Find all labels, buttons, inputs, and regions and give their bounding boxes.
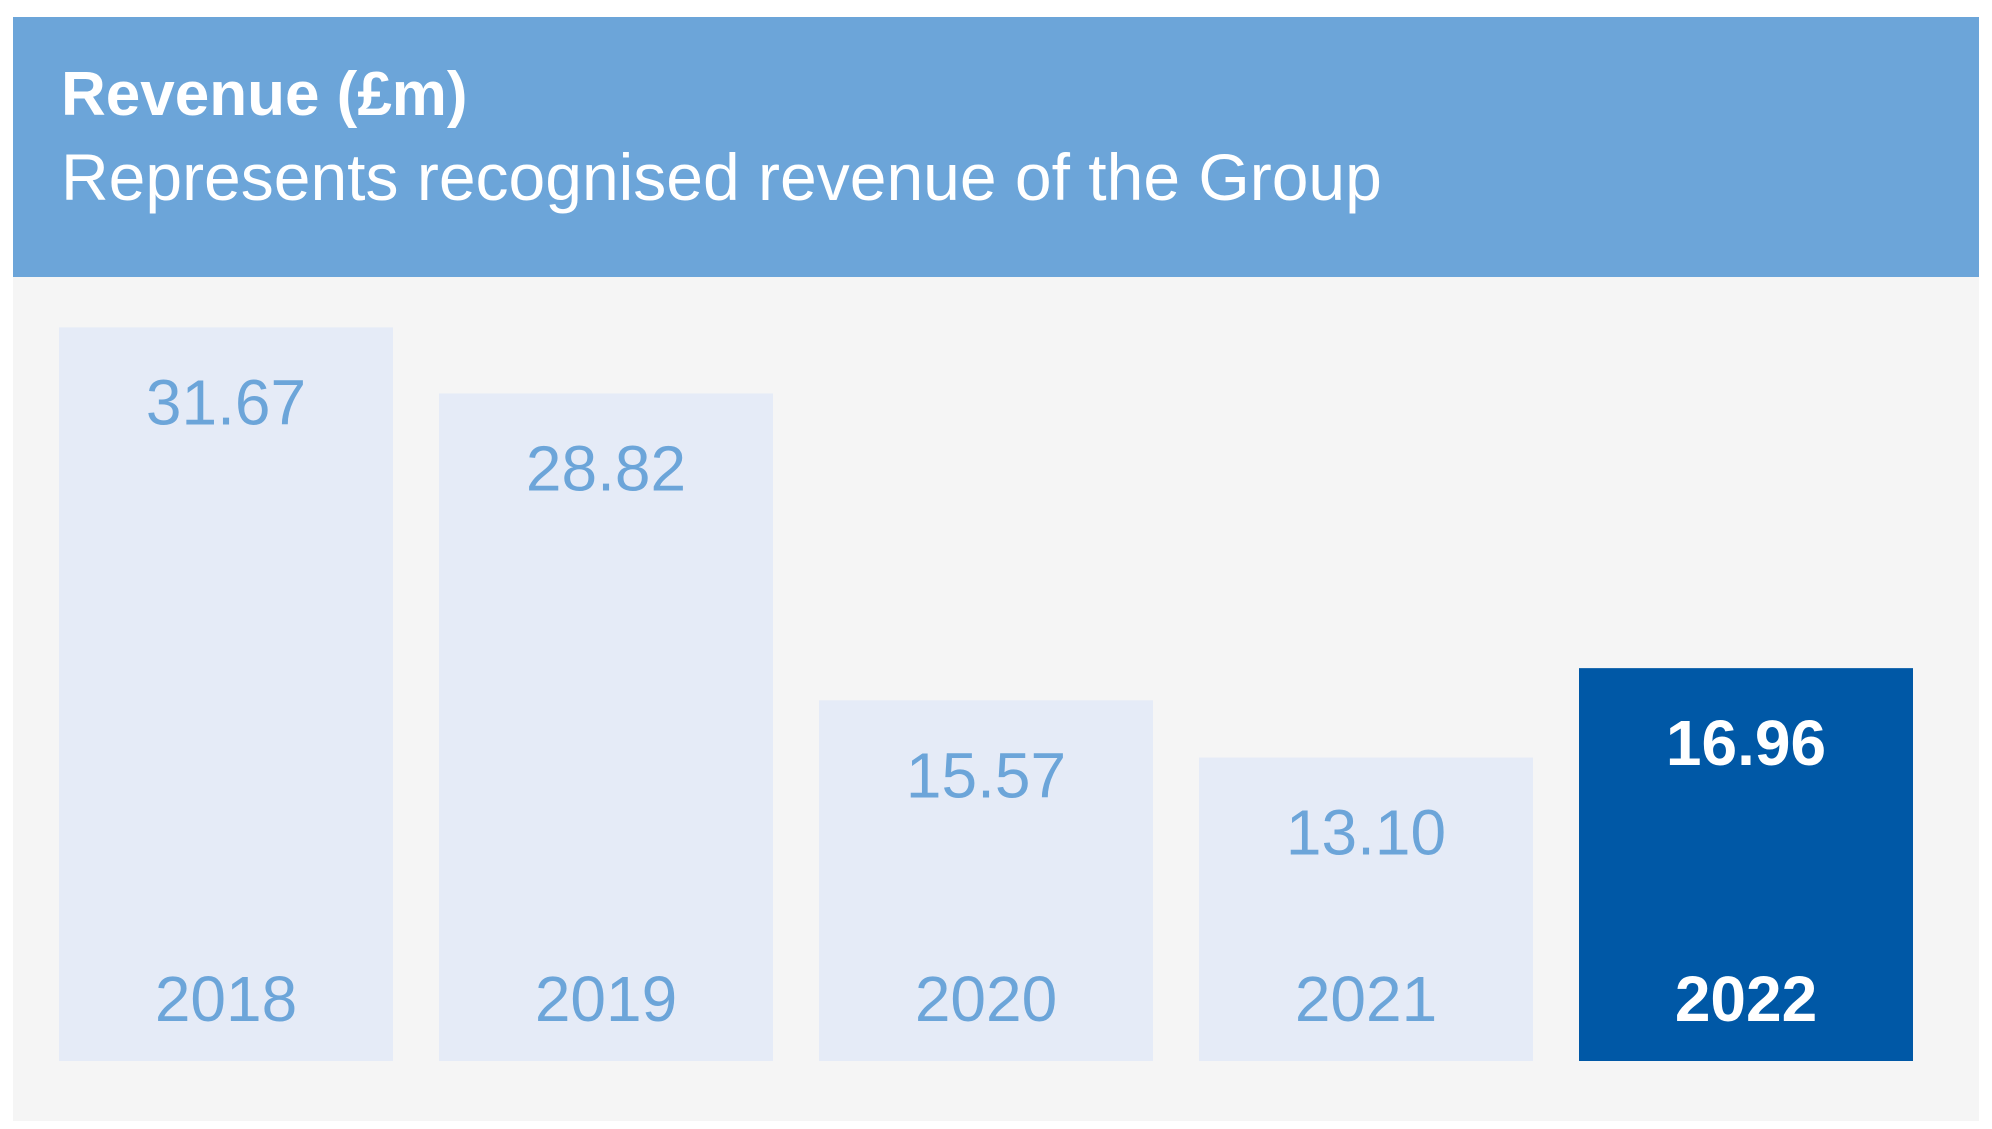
bar-value-label-2018: 31.67	[146, 366, 306, 438]
bar-category-label-2021: 2021	[1295, 963, 1437, 1035]
bar-value-label-2020: 15.57	[906, 739, 1066, 811]
bar-2018	[59, 327, 393, 1061]
bar-value-label-2021: 13.10	[1286, 797, 1446, 869]
chart-header: Revenue (£m) Represents recognised reven…	[13, 17, 1979, 277]
bar-group-2022: 16.96 2022	[1579, 668, 1913, 1061]
bar-group-2021: 13.10 2021	[1199, 757, 1533, 1061]
bar-value-label-2022: 16.96	[1666, 707, 1826, 779]
bar-category-label-2022: 2022	[1675, 963, 1817, 1035]
bar-group-2019: 28.82 2019	[439, 393, 773, 1062]
bar-2021	[1199, 757, 1533, 1061]
bar-group-2018: 31.67 2018	[59, 327, 393, 1061]
bar-2022	[1579, 668, 1913, 1061]
chart-subtitle: Represents recognised revenue of the Gro…	[61, 140, 1382, 214]
bar-category-label-2019: 2019	[535, 963, 677, 1035]
bar-group-2020: 15.57 2020	[819, 700, 1153, 1061]
bar-category-label-2020: 2020	[915, 963, 1057, 1035]
bar-2019	[439, 393, 773, 1062]
bar-value-label-2019: 28.82	[526, 432, 686, 504]
bar-chart: 31.67 2018 28.82 2019 15.57 2020 13.10 2021 16.9…	[59, 327, 1913, 1062]
bar-2020	[819, 700, 1153, 1061]
chart-title: Revenue (£m)	[61, 60, 468, 129]
bar-category-label-2018: 2018	[155, 963, 297, 1035]
revenue-card: Revenue (£m) Represents recognised reven…	[13, 17, 1979, 1121]
